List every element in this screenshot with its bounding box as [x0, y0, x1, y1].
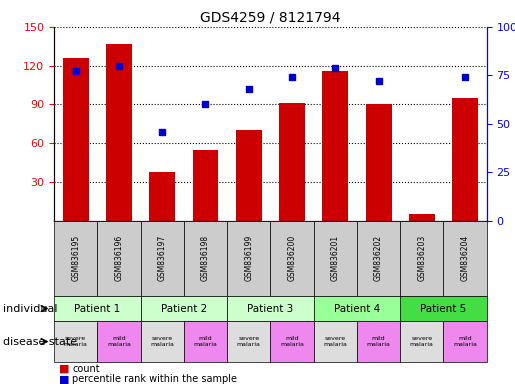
Text: mild
malaria: mild malaria: [453, 336, 477, 347]
Text: individual: individual: [3, 303, 57, 314]
Bar: [149, 172, 175, 221]
Text: GSM836204: GSM836204: [460, 235, 470, 281]
Text: GSM836195: GSM836195: [71, 235, 80, 281]
Text: Patient 3: Patient 3: [247, 303, 294, 314]
Text: severe
malaria: severe malaria: [64, 336, 88, 347]
Text: GSM836199: GSM836199: [244, 235, 253, 281]
Text: ■: ■: [59, 364, 70, 374]
Bar: [322, 71, 348, 221]
Text: Patient 5: Patient 5: [420, 303, 467, 314]
Text: severe
malaria: severe malaria: [150, 336, 174, 347]
Bar: [366, 104, 391, 221]
Text: mild
malaria: mild malaria: [194, 336, 217, 347]
Text: severe
malaria: severe malaria: [410, 336, 434, 347]
Text: severe
malaria: severe malaria: [323, 336, 347, 347]
Bar: [452, 98, 478, 221]
Text: GSM836202: GSM836202: [374, 235, 383, 281]
Bar: [106, 44, 132, 221]
Text: Patient 4: Patient 4: [334, 303, 380, 314]
Title: GDS4259 / 8121794: GDS4259 / 8121794: [200, 10, 340, 24]
Text: mild
malaria: mild malaria: [367, 336, 390, 347]
Text: percentile rank within the sample: percentile rank within the sample: [72, 374, 237, 384]
Text: GSM836196: GSM836196: [114, 235, 124, 281]
Bar: [63, 58, 89, 221]
Text: severe
malaria: severe malaria: [237, 336, 261, 347]
Text: GSM836203: GSM836203: [417, 235, 426, 281]
Bar: [193, 150, 218, 221]
Text: GSM836201: GSM836201: [331, 235, 340, 281]
Bar: [236, 130, 262, 221]
Text: GSM836198: GSM836198: [201, 235, 210, 281]
Bar: [279, 103, 305, 221]
Text: Patient 2: Patient 2: [161, 303, 207, 314]
Text: count: count: [72, 364, 100, 374]
Text: Patient 1: Patient 1: [74, 303, 121, 314]
Text: disease state: disease state: [3, 336, 77, 347]
Text: mild
malaria: mild malaria: [107, 336, 131, 347]
Text: GSM836200: GSM836200: [287, 235, 297, 281]
Text: GSM836197: GSM836197: [158, 235, 167, 281]
Bar: [409, 214, 435, 221]
Text: ■: ■: [59, 374, 70, 384]
Text: mild
malaria: mild malaria: [280, 336, 304, 347]
